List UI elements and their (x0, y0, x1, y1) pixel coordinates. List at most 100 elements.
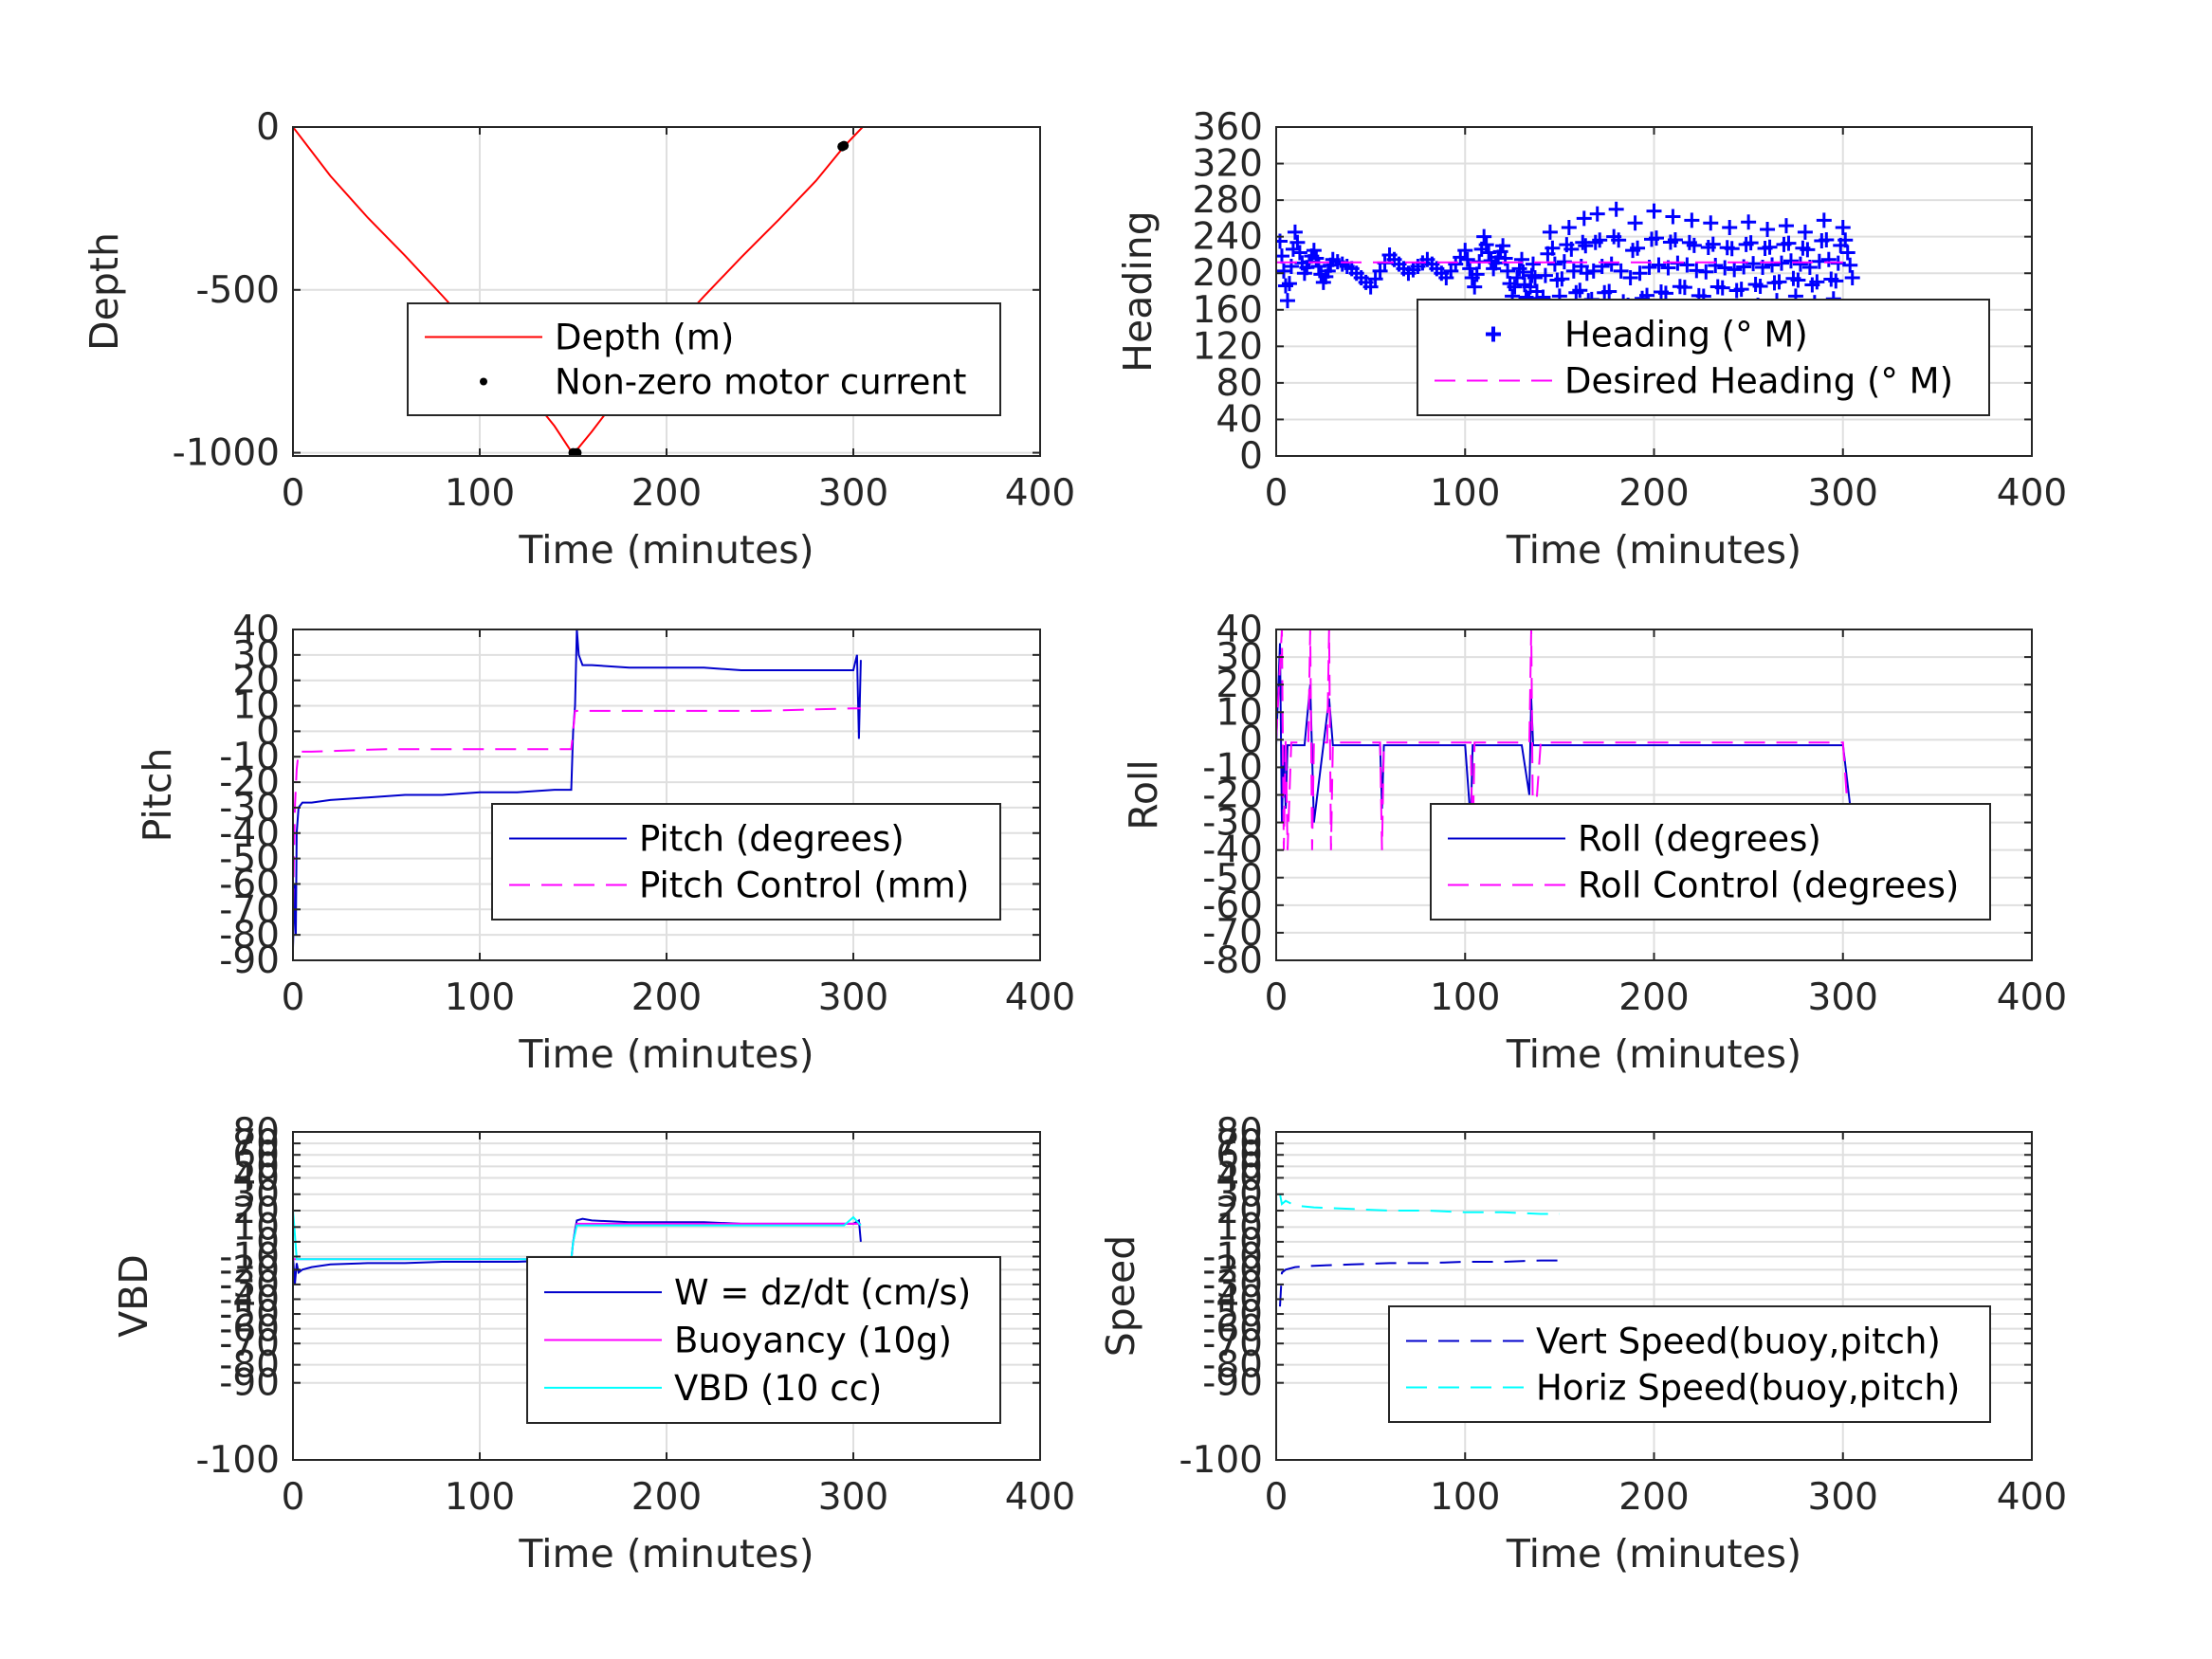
y-tick-label: 70 (232, 1122, 280, 1165)
series-heading-0-marker (1592, 232, 1608, 248)
x-tick-label: 200 (1618, 1476, 1689, 1519)
y-tick-label: -50 (219, 838, 280, 881)
series-heading-0-marker (1778, 218, 1794, 234)
y-tick-label: 60 (1216, 1134, 1263, 1176)
y-tick-label: 40 (1216, 1157, 1263, 1199)
series-heading-0-marker (1469, 266, 1485, 283)
x-tick-label: 400 (1997, 472, 2067, 515)
y-tick-label: 0 (256, 710, 280, 753)
series-heading-0-marker (1589, 206, 1605, 222)
x-tick-label: 300 (818, 1476, 888, 1519)
x-axis-label: Time (minutes) (1506, 1031, 1801, 1077)
x-axis-label: Time (minutes) (518, 1531, 814, 1577)
legend-box (1417, 299, 1990, 416)
x-tick-label: 400 (1997, 976, 2067, 1019)
series-heading-0-marker (1554, 271, 1570, 287)
chart-speed: 0 100 200 300 40080706050403020100-10-20-30-… (1098, 1111, 2067, 1577)
legend-box (407, 302, 1001, 416)
y-tick-label: -20 (1202, 1249, 1263, 1291)
y-tick-label: -30 (1202, 1264, 1263, 1306)
y-tick-label: 160 (1193, 289, 1263, 332)
y-tick-label: 200 (1193, 252, 1263, 295)
series-roll-0-line (1276, 643, 1852, 823)
series-heading-0-marker (1287, 224, 1303, 240)
y-tick-label: 0 (1239, 719, 1263, 761)
series-heading-0-marker (1679, 257, 1695, 273)
y-tick-label: -70 (219, 1322, 280, 1365)
y-tick-label: 70 (1216, 1122, 1263, 1165)
series-heading-0-marker (1459, 251, 1475, 267)
series-heading-0-marker (1717, 260, 1733, 276)
y-tick-label: 50 (232, 1145, 280, 1188)
series-heading-0-marker (1708, 258, 1724, 274)
y-tick-label: 80 (1216, 1111, 1263, 1154)
series-heading-0-marker (1603, 256, 1619, 272)
y-tick-label: 20 (232, 1190, 280, 1232)
y-tick-label: -60 (219, 863, 280, 905)
series-heading-0-marker (1291, 245, 1307, 261)
y-tick-label: -20 (219, 761, 280, 804)
x-tick-label: 100 (445, 976, 515, 1019)
y-tick-label: -90 (219, 1362, 280, 1405)
y-tick-label: 40 (232, 609, 280, 651)
y-tick-label: -10 (219, 1235, 280, 1278)
series-heading-0-marker (1608, 201, 1624, 217)
series-heading-0-marker (1811, 253, 1827, 269)
series-heading-0-marker (1525, 256, 1541, 272)
data-layer (293, 127, 864, 456)
series-heading-0-marker (1281, 276, 1297, 292)
y-tick-label: -100 (195, 1439, 280, 1482)
series-heading-0-marker (1800, 242, 1816, 258)
x-tick-label: 100 (1430, 472, 1500, 515)
legend-swatch (1486, 326, 1501, 342)
y-tick-label: -20 (1202, 775, 1263, 817)
y-tick-label: 80 (232, 1111, 280, 1154)
x-tick-label: 400 (1005, 1476, 1075, 1519)
legend-label: Horiz Speed(buoy,pitch) (1536, 1368, 1960, 1409)
y-axis-label: Depth (82, 232, 127, 351)
series-heading-0-marker (1727, 262, 1743, 278)
series-depth-1-point (839, 140, 850, 151)
y-tick-label: -40 (219, 812, 280, 855)
legend-label: Roll (degrees) (1578, 819, 1821, 860)
x-tick-label: 200 (631, 1476, 702, 1519)
y-tick-label: 20 (1216, 664, 1263, 706)
x-tick-label: 300 (818, 472, 888, 515)
x-tick-label: 400 (1005, 976, 1075, 1019)
legend-label: W = dz/dt (cm/s) (674, 1272, 971, 1313)
x-tick-label: 0 (1265, 976, 1289, 1019)
y-tick-label: 0 (1239, 435, 1263, 478)
y-tick-label: -30 (1202, 802, 1263, 845)
series-heading-0-marker (1835, 220, 1851, 236)
y-tick-label: 320 (1193, 143, 1263, 186)
y-tick-label: 280 (1193, 179, 1263, 222)
series-heading-0-marker (1594, 258, 1610, 274)
y-tick-label: -1000 (173, 432, 280, 475)
legend-label: Depth (m) (555, 318, 734, 358)
y-tick-label: -40 (219, 1278, 280, 1321)
series-heading-0-marker (1478, 237, 1494, 253)
x-tick-label: 400 (1005, 472, 1075, 515)
series-heading-0-marker (1572, 283, 1588, 299)
y-tick-label: -30 (219, 1264, 280, 1306)
series-heading-0-marker (1842, 257, 1858, 273)
y-tick-label: -90 (1202, 1362, 1263, 1405)
series-heading-0-marker (1279, 293, 1295, 309)
series-heading-0-marker (1611, 232, 1627, 248)
y-tick-label: 240 (1193, 216, 1263, 259)
series-heading-0-marker (1545, 240, 1561, 256)
legend-label: Non-zero motor current (555, 362, 966, 403)
series-heading-0-marker (1820, 251, 1837, 267)
x-tick-label: 100 (1430, 1476, 1500, 1519)
y-tick-label: 10 (1216, 1206, 1263, 1249)
series-heading-0-marker (1790, 272, 1806, 288)
series-heading-0-marker (1367, 271, 1383, 287)
chart-heading: 0 100 200 300 40004080120160200240280320360T… (1115, 106, 2067, 573)
y-tick-label: -80 (219, 1344, 280, 1387)
x-axis-label: Time (minutes) (1506, 527, 1801, 573)
series-heading-0-marker (1579, 265, 1595, 282)
y-tick-label: -60 (219, 1308, 280, 1351)
x-tick-label: 0 (1265, 472, 1289, 515)
y-tick-label: -60 (1202, 1308, 1263, 1351)
y-tick-label: -10 (219, 736, 280, 778)
